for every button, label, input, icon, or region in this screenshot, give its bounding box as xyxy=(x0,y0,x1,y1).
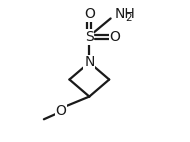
Text: S: S xyxy=(85,30,94,44)
Text: N: N xyxy=(84,56,94,69)
Text: O: O xyxy=(55,104,66,118)
Text: O: O xyxy=(109,30,120,44)
Text: 2: 2 xyxy=(126,13,132,23)
Text: O: O xyxy=(84,7,95,21)
Text: NH: NH xyxy=(115,7,136,21)
